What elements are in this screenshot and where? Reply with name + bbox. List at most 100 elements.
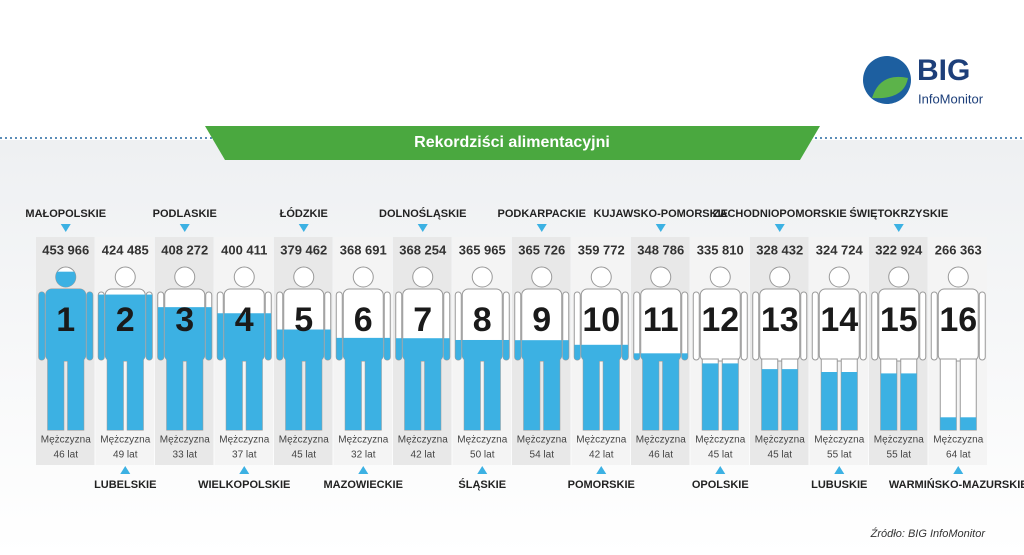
region-label: POMORSKIE <box>568 479 635 491</box>
region-label: ŚWIĘTOKRZYSKIE <box>849 207 948 220</box>
region-label: LUBELSKIE <box>94 479 156 491</box>
age: 42 lat <box>411 450 436 461</box>
torso <box>937 288 979 362</box>
value-label: 322 924 <box>875 242 923 257</box>
rank: 10 <box>582 301 620 339</box>
value-label: 368 254 <box>399 242 447 257</box>
pointer <box>596 466 607 474</box>
rank: 8 <box>473 301 492 339</box>
rank: 2 <box>116 301 135 339</box>
arm <box>800 291 808 361</box>
region-label: PODLASKIE <box>153 208 217 220</box>
pointer <box>834 466 845 474</box>
rank: 15 <box>880 301 918 339</box>
region-label: LUBUSKIE <box>811 479 867 491</box>
head <box>114 266 136 288</box>
rank: 13 <box>761 301 799 339</box>
pointer <box>477 466 488 474</box>
age: 45 lat <box>768 450 793 461</box>
age: 46 lat <box>649 450 674 461</box>
arm <box>681 291 689 361</box>
gender: Mężczyzna <box>398 435 448 446</box>
torso <box>699 288 741 362</box>
gender: Mężczyzna <box>576 435 626 446</box>
pointer <box>298 224 309 232</box>
region-label: MAZOWIECKIE <box>324 479 403 491</box>
gender: Mężczyzna <box>874 435 924 446</box>
value-label: 424 485 <box>102 242 149 257</box>
person <box>930 266 986 431</box>
arm <box>740 291 748 361</box>
head <box>650 266 672 288</box>
head <box>828 266 850 288</box>
arm <box>919 291 927 361</box>
head <box>471 266 493 288</box>
gender: Mężczyzna <box>755 435 805 446</box>
value-label: 368 691 <box>340 242 387 257</box>
gender: Mężczyzna <box>160 435 210 446</box>
value-label: 408 272 <box>161 242 208 257</box>
logo-leaf <box>872 76 908 99</box>
value-label: 266 363 <box>935 242 982 257</box>
person <box>335 266 391 431</box>
region-label: PODKARPACKIE <box>498 208 586 220</box>
arm <box>930 291 938 361</box>
region-label: OPOLSKIE <box>692 479 749 491</box>
age: 42 lat <box>589 450 614 461</box>
region-label: KUJAWSKO-POMORSKIE <box>594 208 728 220</box>
arm <box>692 291 700 361</box>
gender: Mężczyzna <box>279 435 329 446</box>
arm <box>633 291 641 361</box>
value-label: 453 966 <box>42 242 89 257</box>
pointer <box>655 224 666 232</box>
age: 64 lat <box>946 450 971 461</box>
head <box>531 266 553 288</box>
arm <box>871 291 879 361</box>
value-label: 324 724 <box>816 242 864 257</box>
logo-name: BIG <box>917 54 970 87</box>
gender: Mężczyzna <box>814 435 864 446</box>
rank: 6 <box>354 301 373 339</box>
age: 45 lat <box>292 450 317 461</box>
arm <box>811 291 819 361</box>
pointer <box>536 224 547 232</box>
rank: 9 <box>532 301 551 339</box>
rank: 11 <box>643 301 679 339</box>
logo-subname: InfoMonitor <box>918 91 984 106</box>
columns: 453 966 1 Mężczyzna 46 lat MAŁOPOLSKIE 424 48… <box>25 207 1024 491</box>
person <box>216 266 272 431</box>
rank: 5 <box>294 301 313 339</box>
torso <box>818 288 860 362</box>
region-label: WIELKOPOLSKIE <box>198 479 290 491</box>
pointer <box>358 466 369 474</box>
region-label: WARMIŃSKO-MAZURSKIE <box>889 478 1024 491</box>
rank: 3 <box>175 301 194 339</box>
gender: Mężczyzna <box>100 435 150 446</box>
head <box>888 266 910 288</box>
gender: Mężczyzna <box>933 435 983 446</box>
pointer <box>417 224 428 232</box>
pointer <box>715 466 726 474</box>
age: 46 lat <box>54 450 79 461</box>
source: Źródło: BIG InfoMonitor <box>870 527 987 540</box>
age: 33 lat <box>173 450 198 461</box>
gender: Mężczyzna <box>636 435 686 446</box>
rank: 12 <box>701 301 739 339</box>
age: 37 lat <box>232 450 257 461</box>
head <box>233 266 255 288</box>
value-label: 379 462 <box>280 242 327 257</box>
value-label: 348 786 <box>637 242 684 257</box>
age: 55 lat <box>827 450 852 461</box>
head <box>947 266 969 288</box>
rank: 1 <box>56 301 75 339</box>
region-label: ZACHODNIOPOMORSKIE <box>713 208 847 220</box>
age: 54 lat <box>530 450 555 461</box>
gender: Mężczyzna <box>517 435 567 446</box>
pointer <box>239 466 250 474</box>
title-banner <box>205 126 820 160</box>
gender: Mężczyzna <box>457 435 507 446</box>
person <box>514 266 570 431</box>
pointer <box>953 466 964 474</box>
head <box>293 266 315 288</box>
value-label: 365 726 <box>518 242 565 257</box>
